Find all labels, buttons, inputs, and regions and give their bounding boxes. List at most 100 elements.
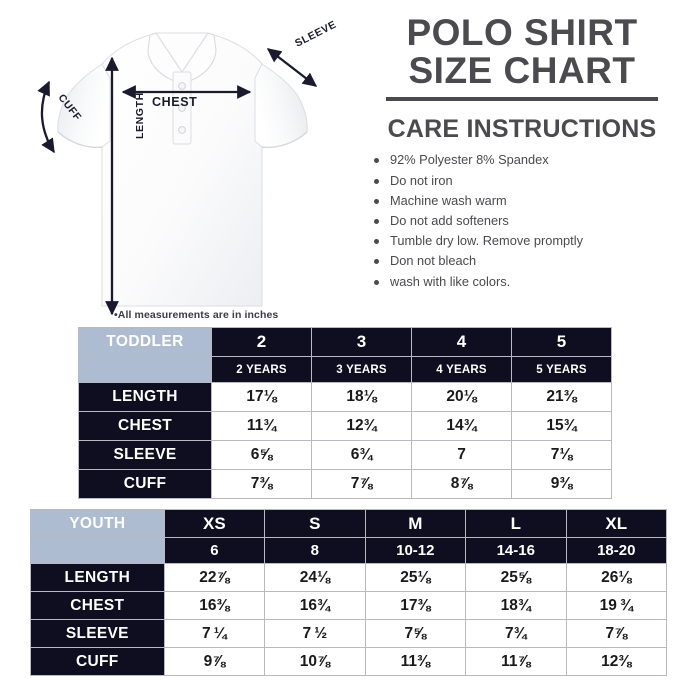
shirt-button-3 [178, 126, 186, 134]
table-row: CHEST 11¾ 12¾ 14¾ 15¾ [78, 411, 612, 441]
shirt-button-1 [178, 82, 186, 90]
youth-corner-label: YOUTH [30, 509, 165, 538]
care-item: Do not iron [374, 173, 692, 189]
table-cell: 25⅝ [465, 563, 567, 592]
row-label: CUFF [30, 647, 165, 676]
youth-numeric-size: 6 [163, 537, 266, 564]
care-item: Machine wash warm [374, 193, 692, 209]
table-cell: 6¾ [311, 440, 412, 470]
youth-size-table: YOUTH XS S M L XL 6 8 10-12 14-16 18-20 … [30, 509, 667, 676]
youth-size-header: L [465, 509, 567, 538]
page-title-line1: POLO SHIRT [406, 12, 638, 53]
table-cell: 6⅝ [211, 440, 312, 470]
row-label: CUFF [78, 469, 212, 499]
table-cell: 22⅞ [163, 563, 266, 592]
care-item: Don not bleach [374, 254, 692, 269]
measurement-note: •All measurements are in inches [114, 309, 279, 321]
table-cell: 11⅞ [465, 647, 567, 676]
youth-corner-blank [30, 537, 165, 564]
toddler-age-header: 4 YEARS [411, 356, 512, 383]
cuff-measure-arrow [37, 80, 55, 154]
chest-label: CHEST [152, 95, 198, 109]
table-row: CHEST 16⅜ 16¾ 17⅜ 18¾ 19 ¾ [30, 591, 667, 620]
table-cell: 9⅜ [511, 469, 612, 499]
table-cell: 21⅜ [511, 382, 612, 412]
table-cell: 16¾ [264, 591, 366, 620]
table-cell: 7 ½ [264, 619, 366, 648]
toddler-size-table: TODDLER 2 3 4 5 2 YEARS 3 YEARS 4 YEARS … [78, 327, 612, 499]
youth-numeric-size: 14-16 [465, 537, 567, 564]
title-divider [386, 97, 658, 102]
youth-size-header: S [264, 509, 366, 538]
toddler-size-header: 5 [511, 327, 612, 357]
row-label: CHEST [78, 411, 212, 441]
toddler-age-header: 3 YEARS [311, 356, 412, 383]
care-instructions-list: 92% Polyester 8% Spandex Do not iron Mac… [352, 153, 692, 289]
table-cell: 12⅜ [565, 647, 667, 676]
toddler-size-header: 4 [411, 327, 512, 357]
table-cell: 25⅛ [364, 563, 467, 592]
table-row: CUFF 7⅜ 7⅞ 8⅞ 9⅜ [78, 469, 612, 499]
table-cell: 11⅜ [364, 647, 467, 676]
table-cell: 19 ¾ [565, 591, 667, 620]
table-cell: 7⅞ [565, 619, 667, 648]
table-row: SLEEVE 7 ¼ 7 ½ 7⅝ 7¾ 7⅞ [30, 619, 667, 648]
length-label: LENGTH [134, 92, 146, 139]
row-label: LENGTH [78, 382, 212, 412]
toddler-age-header: 5 YEARS [511, 356, 612, 383]
youth-size-header: M [364, 509, 467, 538]
top-section: CHEST SLEEVE LENGTH CUFF •All measuremen… [0, 0, 700, 321]
table-cell: 24⅛ [264, 563, 366, 592]
table-cell: 14¾ [411, 411, 512, 441]
table-cell: 7⅛ [511, 440, 612, 470]
shirt-button-2 [178, 104, 186, 112]
youth-size-header: XL [565, 509, 667, 538]
table-cell: 20⅛ [411, 382, 512, 412]
toddler-age-header: 2 YEARS [211, 356, 312, 383]
polo-shirt-diagram: CHEST SLEEVE LENGTH CUFF •All measuremen… [10, 6, 355, 321]
table-cell: 11¾ [211, 411, 312, 441]
table-cell: 7⅜ [211, 469, 312, 499]
toddler-corner-blank [78, 356, 212, 383]
toddler-size-header: 2 [211, 327, 312, 357]
youth-numeric-size: 10-12 [364, 537, 467, 564]
table-row-header: TODDLER 2 3 4 5 [78, 327, 612, 357]
table-row: CUFF 9⅞ 10⅞ 11⅜ 11⅞ 12⅜ [30, 647, 667, 676]
toddler-corner-label: TODDLER [78, 327, 212, 357]
row-label: SLEEVE [78, 440, 212, 470]
toddler-size-header: 3 [311, 327, 412, 357]
table-row-header: YOUTH XS S M L XL [30, 509, 667, 538]
row-label: LENGTH [30, 563, 165, 592]
title-panel: POLO SHIRT SIZE CHART CARE INSTRUCTIONS … [352, 14, 692, 295]
table-row-subheader: 6 8 10-12 14-16 18-20 [30, 537, 667, 564]
table-cell: 10⅞ [264, 647, 366, 676]
row-label: SLEEVE [30, 619, 165, 648]
table-cell: 7⅞ [311, 469, 412, 499]
table-cell: 18¾ [465, 591, 567, 620]
youth-size-header: XS [163, 509, 266, 538]
table-row: LENGTH 22⅞ 24⅛ 25⅛ 25⅝ 26⅛ [30, 563, 667, 592]
shirt-cuff-right [261, 131, 308, 149]
table-cell: 15¾ [511, 411, 612, 441]
table-row-subheader: 2 YEARS 3 YEARS 4 YEARS 5 YEARS [78, 356, 612, 383]
table-cell: 9⅞ [163, 647, 266, 676]
table-cell: 7¾ [465, 619, 567, 648]
table-cell: 7 ¼ [163, 619, 266, 648]
care-item: 92% Polyester 8% Spandex [374, 153, 692, 168]
row-label: CHEST [30, 591, 165, 620]
shirt-sleeve-right [254, 63, 308, 148]
care-item: Do not add softeners [374, 213, 692, 229]
table-cell: 7⅝ [364, 619, 467, 648]
page-title-line2: SIZE CHART [408, 49, 636, 91]
shirt-collar [147, 32, 217, 85]
sleeve-measure-arrow [266, 48, 318, 87]
care-item: Tumble dry low. Remove promptly [374, 234, 692, 249]
table-cell: 17⅜ [364, 591, 467, 620]
table-cell: 12¾ [311, 411, 412, 441]
care-instructions-title: CARE INSTRUCTIONS [387, 115, 657, 144]
table-cell: 18⅛ [311, 382, 412, 412]
youth-numeric-size: 8 [264, 537, 366, 564]
polo-shirt-illustration [37, 32, 318, 316]
youth-numeric-size: 18-20 [565, 537, 667, 564]
table-cell: 17⅛ [211, 382, 312, 412]
